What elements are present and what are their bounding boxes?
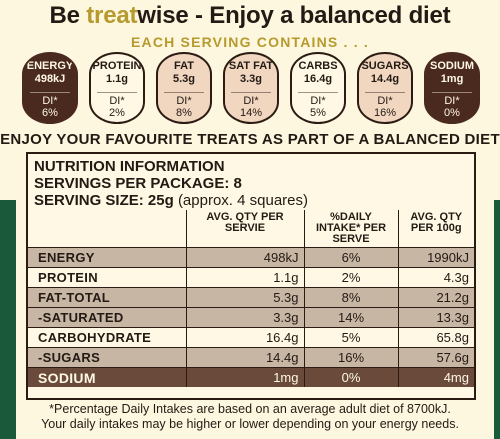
header-per-100g: AVG. QTY PER 100g [397, 210, 474, 248]
row-daily: 2% [303, 267, 398, 288]
gda-value: 1mg [440, 73, 464, 85]
gda-di: DI* [176, 95, 192, 107]
row-per-serve: 498kJ [185, 247, 304, 268]
header-blank [28, 210, 186, 248]
each-serving-heading: EACH SERVING CONTAINS . . . [130, 34, 370, 50]
gda-value: 5.3g [172, 73, 195, 85]
row-daily: 0% [303, 367, 398, 387]
headline: Be treatwise - Enjoy a balanced diet [0, 2, 500, 30]
serving-size-value: SERVING SIZE: 25g [34, 192, 174, 209]
gda-energy: ENERGY 498kJ DI* 6% [22, 52, 78, 124]
header-per-serve: AVG. QTY PER SERVIE [185, 210, 304, 248]
row-per-serve: 3.3g [185, 307, 304, 328]
gda-value: 1.1g [105, 73, 128, 85]
gda-pct: 6% [42, 107, 58, 119]
table-row: -SUGARS 14.4g 16% 57.6g [28, 347, 474, 368]
gda-pct: 5% [310, 107, 326, 119]
row-daily: 5% [303, 327, 398, 348]
gda-label: SUGARS [361, 60, 409, 72]
row-label: SODIUM [28, 367, 186, 387]
row-per-serve: 1mg [185, 367, 304, 387]
gda-fat: FAT 5.3g DI* 8% [156, 52, 212, 124]
row-per-100: 57.6g [397, 347, 474, 368]
gda-row: ENERGY 498kJ DI* 6% PROTEIN 1.1g DI* 2% FAT 5… [22, 52, 482, 128]
gda-di: DI* [310, 95, 326, 107]
gda-sodium: SODIUM 1mg DI* 0% [424, 52, 480, 124]
table-row: SODIUM 1mg 0% 4mg [28, 367, 474, 387]
row-per-serve: 5.3g [185, 287, 304, 308]
gda-value: 3.3g [239, 73, 262, 85]
row-label: -SATURATED [28, 307, 186, 328]
gda-label: FAT [174, 60, 194, 72]
header-daily-intake: %DAILY INTAKE* PER SERVE [303, 210, 398, 248]
gda-pct: 16% [373, 107, 397, 119]
row-per-serve: 14.4g [185, 347, 304, 368]
nutrition-panel: NUTRITION INFORMATION SERVINGS PER PACKA… [26, 152, 476, 400]
table-row: -SATURATED 3.3g 14% 13.3g [28, 307, 474, 328]
gda-sat-fat: SAT FAT 3.3g DI* 14% [223, 52, 279, 124]
gda-label: ENERGY [26, 60, 74, 72]
row-per-100: 1990kJ [397, 247, 474, 268]
row-per-serve: 1.1g [185, 267, 304, 288]
headline-post: wise - Enjoy a balanced diet [137, 2, 451, 29]
headline-pre: Be [49, 2, 87, 29]
gda-label: SODIUM [430, 60, 474, 72]
row-per-serve: 16.4g [185, 327, 304, 348]
row-label: PROTEIN [28, 267, 186, 288]
footnote-line-2: Your daily intakes may be higher or lowe… [41, 417, 459, 431]
serving-size-approx: (approx. 4 squares) [177, 192, 309, 209]
row-daily: 16% [303, 347, 398, 368]
gda-sugars: SUGARS 14.4g DI* 16% [357, 52, 413, 124]
row-daily: 14% [303, 307, 398, 328]
table-row: PROTEIN 1.1g 2% 4.3g [28, 267, 474, 288]
gda-di: DI* [109, 95, 125, 107]
footnote: *Percentage Daily Intakes are based on a… [0, 402, 500, 432]
gda-label: PROTEIN [92, 60, 142, 72]
row-label: -SUGARS [28, 347, 186, 368]
gda-protein: PROTEIN 1.1g DI* 2% [89, 52, 145, 124]
row-per-100: 13.3g [397, 307, 474, 328]
gda-value: 498kJ [34, 73, 66, 85]
table-header-row: AVG. QTY PER SERVIE %DAILY INTAKE* PER S… [28, 210, 474, 248]
row-daily: 8% [303, 287, 398, 308]
nutrition-table: AVG. QTY PER SERVIE %DAILY INTAKE* PER S… [28, 210, 474, 387]
gda-pct: 0% [444, 107, 460, 119]
green-border-left [0, 200, 16, 439]
row-label: ENERGY [28, 247, 186, 268]
row-per-100: 21.2g [397, 287, 474, 308]
green-border-right [494, 200, 500, 439]
servings-per-package: SERVINGS PER PACKAGE: 8 [34, 175, 242, 192]
panel-title: NUTRITION INFORMATION [34, 158, 225, 175]
serving-size: SERVING SIZE: 25g (approx. 4 squares) [34, 192, 308, 209]
gda-pct: 8% [176, 107, 192, 119]
gda-label: CARBS [298, 60, 338, 72]
row-per-100: 65.8g [397, 327, 474, 348]
footnote-line-1: *Percentage Daily Intakes are based on a… [49, 402, 451, 416]
gda-pct: 2% [109, 107, 125, 119]
table-row: CARBOHYDRATE 16.4g 5% 65.8g [28, 327, 474, 348]
gda-pct: 14% [239, 107, 263, 119]
gda-di: DI* [42, 95, 58, 107]
row-daily: 6% [303, 247, 398, 268]
row-per-100: 4.3g [397, 267, 474, 288]
gda-value: 16.4g [303, 73, 333, 85]
panel-header: NUTRITION INFORMATION SERVINGS PER PACKA… [34, 158, 308, 209]
gda-di: DI* [444, 95, 460, 107]
table-row: ENERGY 498kJ 6% 1990kJ [28, 247, 474, 268]
gda-di: DI* [377, 95, 393, 107]
headline-treat: treat [86, 2, 138, 29]
row-per-100: 4mg [397, 367, 474, 387]
gda-di: DI* [243, 95, 259, 107]
gda-value: 14.4g [370, 73, 400, 85]
row-label: FAT-TOTAL [28, 287, 186, 308]
gda-label: SAT FAT [228, 60, 274, 72]
gda-carbs: CARBS 16.4g DI* 5% [290, 52, 346, 124]
table-row: FAT-TOTAL 5.3g 8% 21.2g [28, 287, 474, 308]
row-label: CARBOHYDRATE [28, 327, 186, 348]
enjoy-tagline: ENJOY YOUR FAVOURITE TREATS AS PART OF A… [0, 131, 500, 148]
